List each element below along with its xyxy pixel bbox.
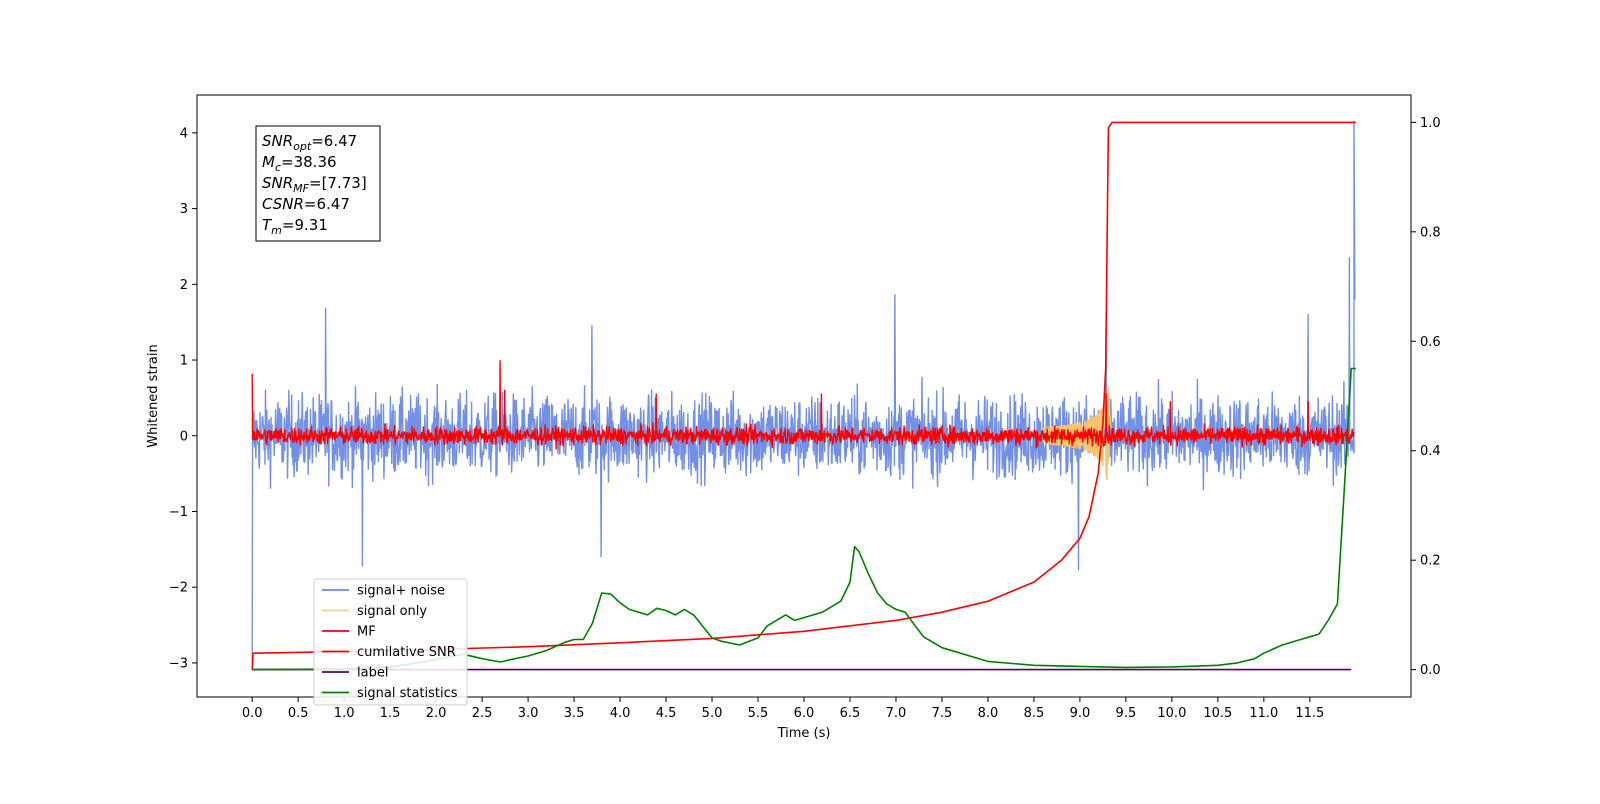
x-tick-label: 7.0: [886, 706, 907, 721]
annotation-value: =6.47: [304, 195, 350, 213]
y2-tick-label: 0.4: [1420, 444, 1441, 459]
annotation-symbol: CSNR: [262, 195, 304, 213]
y-axis-right: 1.0 0.8 0.6 0.4 0.2 0.0: [1411, 116, 1441, 678]
annotation-box: SNRopt=6.47Mc=38.36SNRMF=[7.73]CSNR=6.47…: [255, 125, 381, 242]
x-tick-label: 7.5: [932, 706, 953, 721]
legend-entry: cumilative SNR: [357, 645, 456, 660]
annotation-symbol: SNR: [262, 132, 293, 150]
y2-tick-label: 1.0: [1420, 116, 1441, 131]
y-tick-label: 2: [180, 278, 188, 293]
y2-tick-label: 0.6: [1420, 335, 1441, 350]
annotation-value: =6.47: [311, 132, 357, 150]
x-tick-label: 6.5: [840, 706, 861, 721]
y2-tick-label: 0.8: [1420, 225, 1441, 240]
annotation-subscript: m: [271, 224, 282, 237]
annotation-subscript: c: [275, 161, 281, 174]
x-axis-label: Time (s): [777, 726, 831, 741]
x-tick-label: 4.5: [656, 706, 677, 721]
y2-tick-label: 0.2: [1420, 554, 1441, 569]
x-tick-label: 5.5: [748, 706, 769, 721]
legend-frame: [313, 578, 468, 706]
x-tick-label: 8.0: [978, 706, 999, 721]
y-tick-label: 1: [180, 354, 188, 369]
x-tick-label: 11.5: [1295, 706, 1324, 721]
x-tick-label: 8.5: [1024, 706, 1045, 721]
annotation-line: Tm=9.31: [262, 216, 328, 237]
legend-entry: signal statistics: [357, 686, 458, 701]
annotation-line: SNRopt=6.47: [262, 132, 357, 153]
annotation-subscript: MF: [293, 182, 309, 195]
x-tick-label: 6.0: [794, 706, 815, 721]
annotation-subscript: opt: [293, 140, 312, 153]
annotation-value: =9.31: [282, 216, 328, 234]
y2-tick-label: 0.0: [1420, 663, 1441, 678]
x-tick-label: 4.0: [610, 706, 631, 721]
legend: signal+ noise signal only MF cumilative SNR…: [313, 578, 468, 706]
y-tick-label: 0: [180, 429, 188, 444]
series-line-2: [251, 360, 1355, 450]
y-tick-label: 4: [180, 126, 188, 141]
legend-entry: label: [357, 666, 388, 681]
series-line-3: [251, 121, 1356, 670]
x-tick-label: 1.0: [334, 706, 355, 721]
x-tick-label: 3.5: [564, 706, 585, 721]
y-tick-label: −1: [169, 505, 188, 520]
series-line-5: [252, 367, 1356, 671]
annotation-line: Mc=38.36: [262, 153, 337, 174]
annotation-symbol: SNR: [262, 174, 293, 192]
y-tick-label: −2: [169, 581, 188, 596]
annotation-box-frame: [255, 125, 381, 242]
x-tick-label: 2.5: [472, 706, 493, 721]
annotation-value: =38.36: [281, 153, 337, 171]
x-tick-label: 11.0: [1249, 706, 1278, 721]
y-axis-left: 4 3 2 1 0 −1 −2 −3: [169, 126, 197, 671]
annotation-symbol: M: [262, 153, 275, 171]
x-tick-label: 0.0: [242, 706, 263, 721]
x-tick-label: 0.5: [288, 706, 309, 721]
y-tick-label: 3: [180, 202, 188, 217]
x-tick-label: 9.0: [1070, 706, 1091, 721]
annotation-value: =[7.73]: [309, 174, 367, 192]
x-tick-label: 3.0: [518, 706, 539, 721]
x-tick-label: 5.0: [702, 706, 723, 721]
legend-entry: MF: [357, 625, 376, 640]
x-axis: 0.0 0.5 1.0 1.5 2.0 2.5 3.0 3.5 4.0 4.5 5.0 5.5 6.0 6…: [242, 697, 1324, 721]
annotation-line: CSNR=6.47: [262, 195, 350, 213]
x-tick-label: 10.5: [1203, 706, 1232, 721]
legend-entry: signal+ noise: [357, 584, 445, 599]
x-tick-label: 1.5: [380, 706, 401, 721]
x-tick-label: 9.5: [1116, 706, 1137, 721]
x-tick-label: 2.0: [426, 706, 447, 721]
x-tick-label: 10.0: [1157, 706, 1186, 721]
y-axis-label: Whitened strain: [146, 344, 161, 447]
legend-entry: signal only: [357, 604, 427, 619]
annotation-line: SNRMF=[7.73]: [262, 174, 367, 195]
y-tick-label: −3: [169, 656, 188, 671]
annotation-symbol: T: [262, 216, 273, 234]
